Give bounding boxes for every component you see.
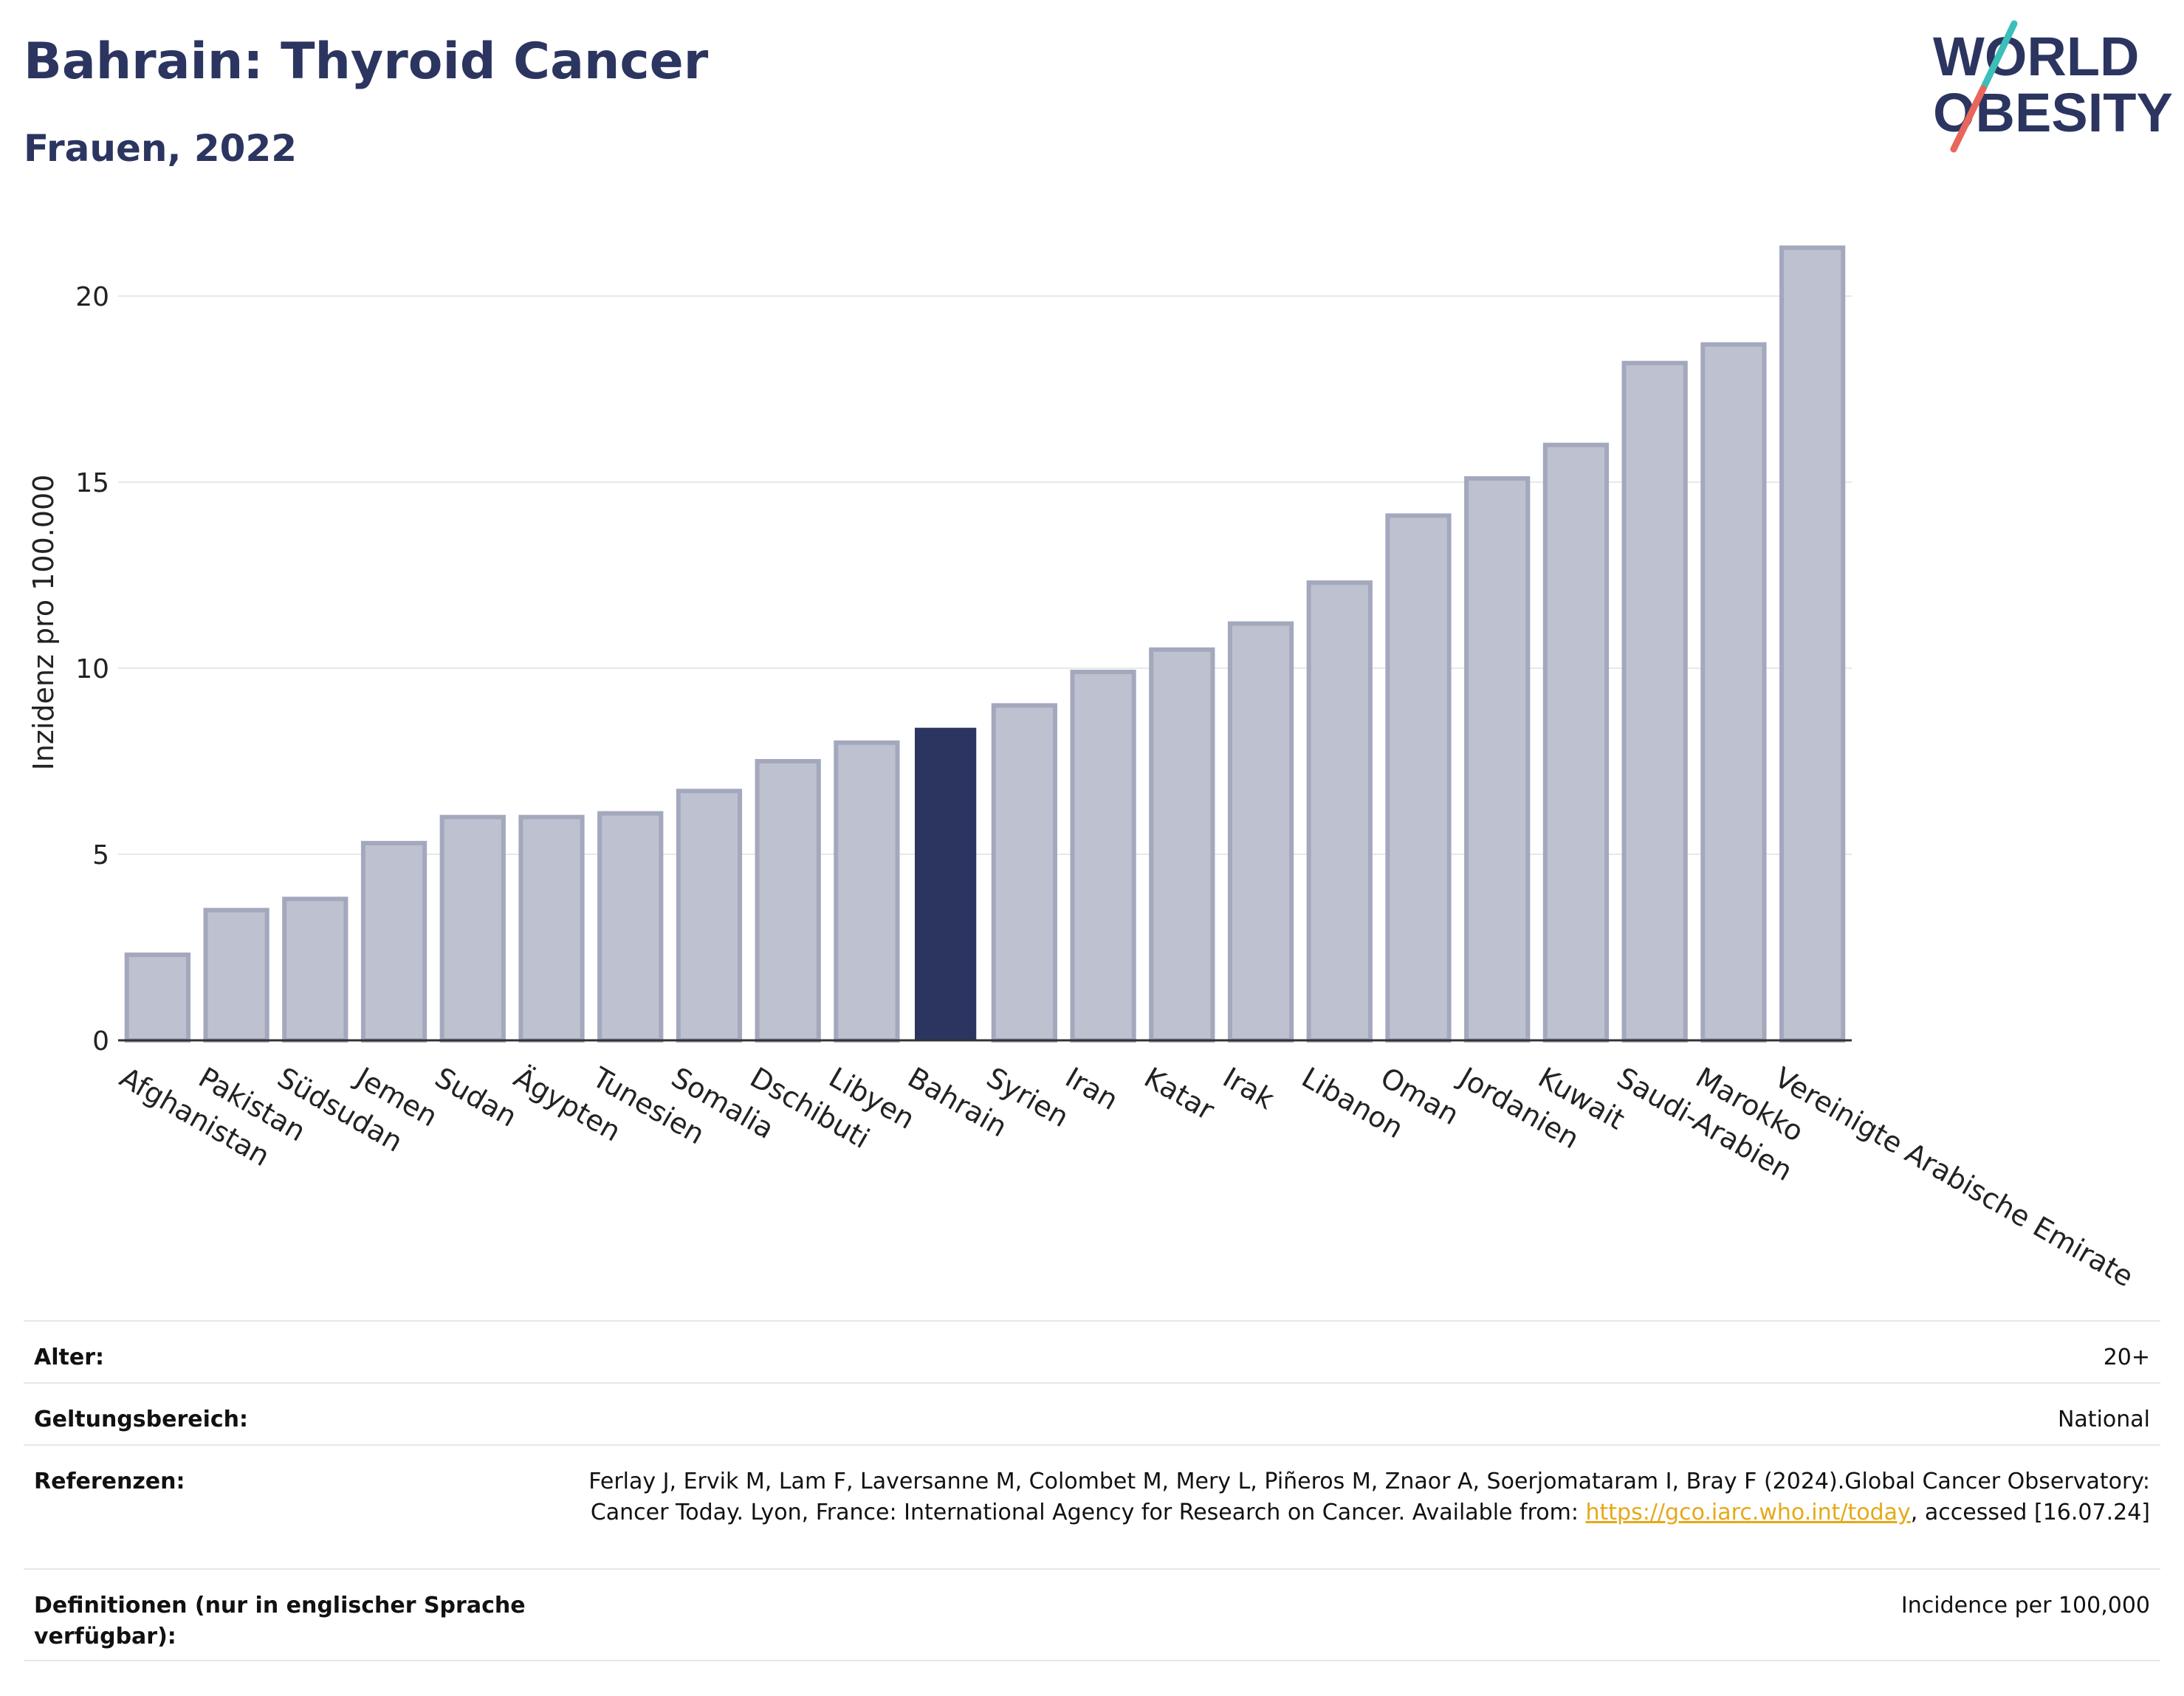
bar-libanon <box>1306 580 1373 1043</box>
bar-pakistan <box>203 907 269 1043</box>
y-axis-label: Inzidenz pro 100.000 <box>27 475 60 771</box>
bar-katar <box>1149 647 1215 1043</box>
bar-bahrain <box>915 727 977 1040</box>
bar-saudi-arabien <box>1621 360 1688 1043</box>
bar-irak <box>1227 621 1294 1043</box>
meta-label: Alter: <box>34 1345 104 1370</box>
bar-jemen <box>360 840 427 1043</box>
meta-row-scope: Geltungsbereich: National <box>24 1382 2160 1444</box>
reference-accessed: , accessed [16.07.24] <box>1910 1500 2150 1525</box>
world-obesity-logo: WORLD OBESITY <box>1933 20 2173 153</box>
reference-link[interactable]: https://gco.iarc.who.int/today <box>1585 1500 1911 1525</box>
y-tick-label: 20 <box>75 282 109 312</box>
bar-iran <box>1070 670 1136 1043</box>
bar-jordanien <box>1464 476 1531 1043</box>
metadata-table: Alter: 20+ Geltungsbereich: National Ref… <box>24 1320 2160 1661</box>
bar-vereinigte-arabische-emirate <box>1779 245 1846 1043</box>
bar-ägypten <box>518 814 585 1043</box>
y-tick-label: 10 <box>75 654 109 684</box>
bars <box>124 245 1846 1043</box>
x-tick-label: Irak <box>1218 1061 1280 1116</box>
page-title: Bahrain: Thyroid Cancer <box>24 32 709 91</box>
logo-line1: WORLD <box>1933 26 2140 87</box>
meta-label: Definitionen (nur in englischer Sprache … <box>34 1593 526 1649</box>
bar-dschibuti <box>755 759 821 1043</box>
y-tick-label: 0 <box>92 1026 109 1057</box>
meta-label: Referenzen: <box>34 1469 185 1494</box>
page-subtitle: Frauen, 2022 <box>24 127 298 170</box>
bar-marokko <box>1700 342 1767 1043</box>
bar-chart: 0 5 10 15 20 AfghanistanPakistanSüdsudanJeme… <box>27 245 2139 1294</box>
bar-sudan <box>439 814 506 1043</box>
meta-row-age: Alter: 20+ <box>24 1320 2160 1382</box>
bar-südsudan <box>282 896 348 1043</box>
bar-somalia <box>676 789 743 1043</box>
bar-afghanistan <box>124 952 190 1043</box>
y-tick-label: 15 <box>75 468 109 498</box>
y-tick-labels: 0 5 10 15 20 <box>75 282 109 1057</box>
meta-row-references: Referenzen: Ferlay J, Ervik M, Lam F, La… <box>24 1444 2160 1568</box>
meta-value: Ferlay J, Ervik M, Lam F, Laversanne M, … <box>563 1466 2150 1528</box>
meta-value: National <box>2057 1407 2150 1432</box>
meta-value: 20+ <box>2103 1345 2150 1370</box>
bar-oman <box>1385 513 1452 1043</box>
reference-text: Ferlay J, Ervik M, Lam F, Laversanne M, … <box>588 1469 2150 1525</box>
x-tick-label: Vereinigte Arabische Emirate <box>1769 1061 2139 1294</box>
bar-kuwait <box>1542 442 1610 1043</box>
x-tick-label: Sudan <box>430 1061 523 1133</box>
bar-syrien <box>991 703 1057 1043</box>
y-tick-label: 5 <box>92 840 109 871</box>
bar-libyen <box>834 740 900 1043</box>
bar-tunesien <box>597 811 664 1043</box>
x-tick-labels: AfghanistanPakistanSüdsudanJemenSudanÄgy… <box>114 1060 2139 1294</box>
x-tick-label: Katar <box>1139 1061 1220 1127</box>
meta-label: Geltungsbereich: <box>34 1407 249 1432</box>
meta-row-definitions: Definitionen (nur in englischer Sprache … <box>24 1568 2160 1661</box>
meta-value: Incidence per 100,000 <box>1900 1593 2150 1618</box>
